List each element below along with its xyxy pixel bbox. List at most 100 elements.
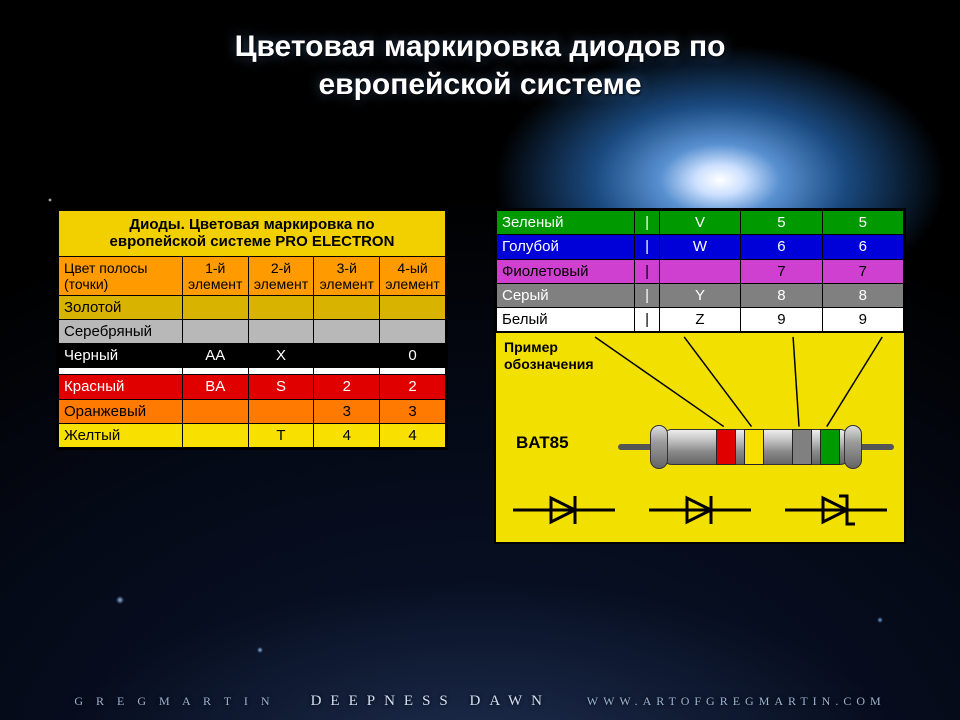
cell-sep: | xyxy=(635,211,659,235)
left-panel: Диоды. Цветовая маркировка по европейско… xyxy=(56,208,448,450)
diode-cap-left xyxy=(650,425,668,469)
diode-symbol-icon xyxy=(509,490,619,530)
table-row: Серебряный xyxy=(59,319,446,343)
color-name: Зеленый xyxy=(497,211,635,235)
title-line2: европейской системе xyxy=(318,68,641,101)
cell-c2 xyxy=(248,399,314,423)
cell-c2: T xyxy=(248,423,314,447)
cell-c4: 7 xyxy=(822,259,903,283)
left-subheader: Цвет полосы (точки) 1-й элемент 2-й элем… xyxy=(59,256,446,295)
cell-c1 xyxy=(182,399,248,423)
cell-c4: 4 xyxy=(380,423,446,447)
color-name: Желтый xyxy=(59,423,183,447)
schottky-symbol-icon xyxy=(781,490,891,530)
left-sub-col1: Цвет полосы (точки) xyxy=(59,256,183,295)
cell-c2: Y xyxy=(659,283,740,307)
table-row: КрасныйBAS22 xyxy=(59,375,446,399)
cell-c3: 2 xyxy=(314,375,380,399)
color-name: Голубой xyxy=(497,235,635,259)
diode-component xyxy=(636,425,876,469)
color-name xyxy=(59,368,183,375)
cell-c3: 5 xyxy=(741,211,822,235)
cell-c1 xyxy=(182,368,248,375)
cell-c2: Z xyxy=(659,308,740,332)
table-row: ЧерныйAAX0 xyxy=(59,344,446,368)
cell-c3 xyxy=(314,368,380,375)
left-sub-col3: 2-й элемент xyxy=(248,256,314,295)
cell-c3: 9 xyxy=(741,308,822,332)
footer-left: G R E G M A R T I N xyxy=(74,694,274,708)
schematic-symbols xyxy=(496,486,904,534)
left-table: Диоды. Цветовая маркировка по европейско… xyxy=(58,210,446,448)
pointer-line xyxy=(684,337,751,427)
pointer-line xyxy=(595,337,724,427)
cell-c4 xyxy=(380,368,446,375)
cell-c3: 7 xyxy=(741,259,822,283)
left-sub-col2: 1-й элемент xyxy=(182,256,248,295)
left-header-l2: европейской системе PRO ELECTRON xyxy=(110,233,395,250)
right-panel: Зеленый|V55Голубой|W66Фиолетовый|77Серый… xyxy=(494,208,906,544)
color-name: Фиолетовый xyxy=(497,259,635,283)
cell-c4: 5 xyxy=(822,211,903,235)
table-row: Зеленый|V55 xyxy=(497,211,904,235)
left-sub-col5: 4-ый элемент xyxy=(380,256,446,295)
cell-c4: 6 xyxy=(822,235,903,259)
left-header: Диоды. Цветовая маркировка по европейско… xyxy=(59,211,446,257)
color-name: Черный xyxy=(59,344,183,368)
pointer-line xyxy=(827,337,882,427)
right-table: Зеленый|V55Голубой|W66Фиолетовый|77Серый… xyxy=(496,210,904,332)
title-line1: Цветовая маркировка диодов по xyxy=(235,30,726,63)
color-name: Золотой xyxy=(59,295,183,319)
cell-c4: 2 xyxy=(380,375,446,399)
diode-symbol-icon xyxy=(645,490,755,530)
left-header-l1: Диоды. Цветовая маркировка по xyxy=(129,216,374,233)
cell-c3: 4 xyxy=(314,423,380,447)
cell-c3 xyxy=(314,319,380,343)
cell-c2 xyxy=(248,295,314,319)
cell-c1 xyxy=(182,295,248,319)
color-name: Серебряный xyxy=(59,319,183,343)
footer-right: WWW.ARTOFGREGMARTIN.COM xyxy=(587,694,886,708)
cell-c3: 6 xyxy=(741,235,822,259)
diode-band xyxy=(792,429,812,465)
cell-c2: S xyxy=(248,375,314,399)
cell-sep: | xyxy=(635,283,659,307)
cell-c1: BA xyxy=(182,375,248,399)
diagram-area: Пример обозначения BAT85 xyxy=(496,332,904,542)
cell-c2 xyxy=(248,319,314,343)
page-title: Цветовая маркировка диодов по европейско… xyxy=(0,28,960,103)
cell-c3 xyxy=(314,295,380,319)
table-row: Белый|Z99 xyxy=(497,308,904,332)
cell-c1 xyxy=(182,319,248,343)
table-row: Оранжевый33 xyxy=(59,399,446,423)
color-name: Серый xyxy=(497,283,635,307)
cell-c2 xyxy=(248,368,314,375)
table-row: Золотой xyxy=(59,295,446,319)
cell-sep: | xyxy=(635,308,659,332)
diode-cap-right xyxy=(844,425,862,469)
cell-c3 xyxy=(314,344,380,368)
diagram-code: BAT85 xyxy=(516,433,569,453)
diode-band xyxy=(716,429,736,465)
cell-c4: 0 xyxy=(380,344,446,368)
color-name: Оранжевый xyxy=(59,399,183,423)
table-row: Серый|Y88 xyxy=(497,283,904,307)
diode-band xyxy=(744,429,764,465)
cell-sep: | xyxy=(635,235,659,259)
cell-c3: 3 xyxy=(314,399,380,423)
cell-c4 xyxy=(380,319,446,343)
cell-c4 xyxy=(380,295,446,319)
pointer-line xyxy=(793,337,799,427)
cell-c3: 8 xyxy=(741,283,822,307)
cell-c1: AA xyxy=(182,344,248,368)
table-row: Голубой|W66 xyxy=(497,235,904,259)
cell-sep: | xyxy=(635,259,659,283)
cell-c2: V xyxy=(659,211,740,235)
color-name: Белый xyxy=(497,308,635,332)
diode-band xyxy=(820,429,840,465)
left-sub-col4: 3-й элемент xyxy=(314,256,380,295)
cell-c2: W xyxy=(659,235,740,259)
table-row: ЖелтыйT44 xyxy=(59,423,446,447)
table-row: Фиолетовый| 77 xyxy=(497,259,904,283)
footer-mid: DEEPNESS DAWN xyxy=(311,693,551,709)
